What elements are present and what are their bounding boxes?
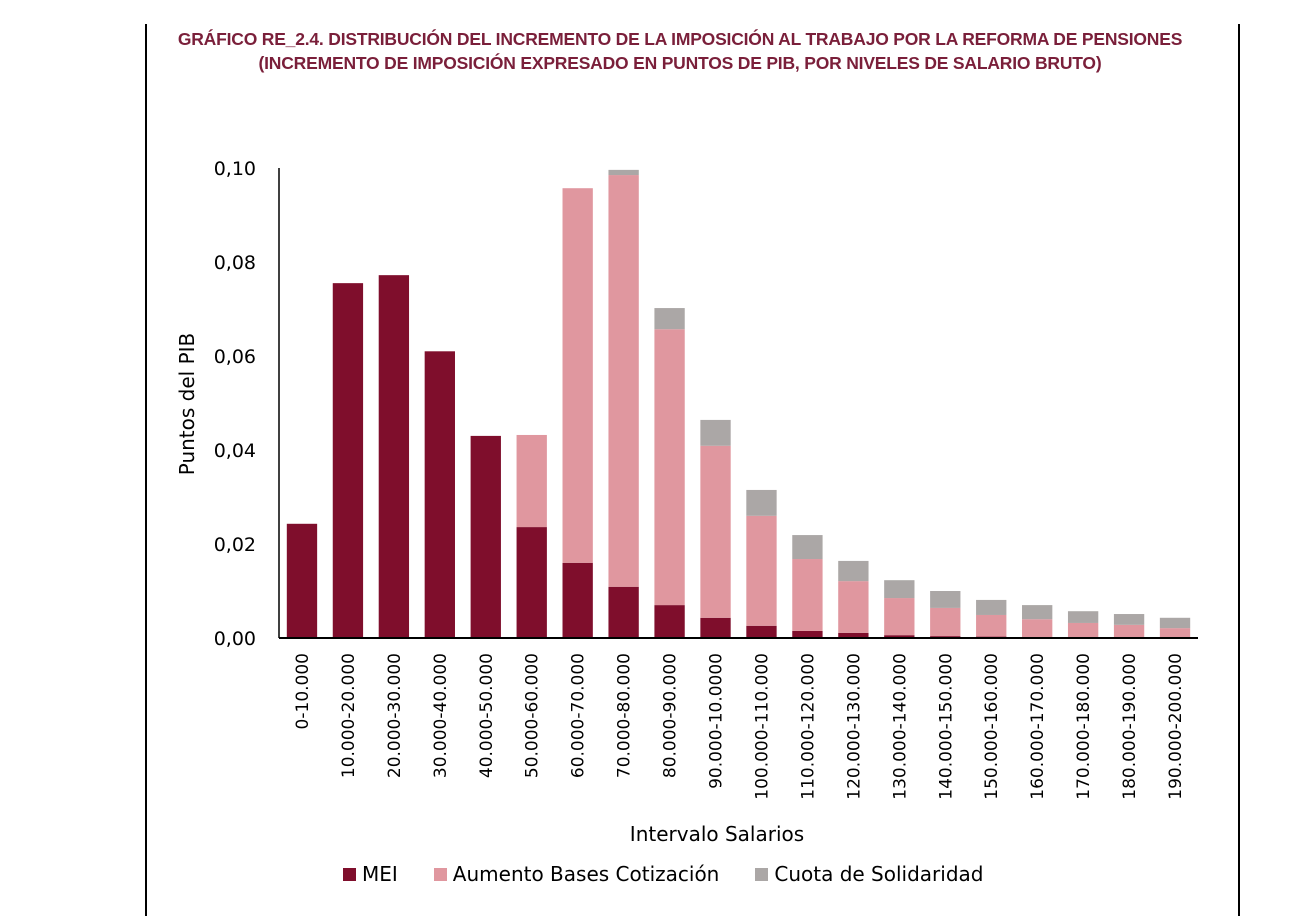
legend-item-aumento-bases: Aumento Bases Cotización xyxy=(433,862,720,886)
bar-cuota-de-solidaridad xyxy=(884,580,915,599)
bar-cuota-de-solidaridad xyxy=(1067,611,1099,623)
bar-mei xyxy=(516,527,547,638)
y-tick-label: 0,02 xyxy=(214,534,256,556)
page-left-border xyxy=(145,24,147,916)
x-category-label: 110.000-120.000 xyxy=(798,653,818,800)
bar-aumento-bases-cotizacion xyxy=(1022,619,1053,638)
x-category-label: 30.000-40.000 xyxy=(431,653,451,778)
legend-item-cuota-solidaridad: Cuota de Solidaridad xyxy=(755,862,983,886)
y-axis-ticks: 0,00 0,02 0,04 0,06 0,08 0,10 xyxy=(214,158,256,650)
bar-aumento-bases-cotizacion xyxy=(608,175,639,587)
bar-cuota-de-solidaridad xyxy=(608,169,639,176)
bar-mei xyxy=(378,275,410,638)
bar-aumento-bases-cotizacion xyxy=(562,188,593,563)
bar-cuota-de-solidaridad xyxy=(838,560,869,582)
legend-label-aumento-bases: Aumento Bases Cotización xyxy=(452,862,720,886)
x-category-label: 40.000-50.000 xyxy=(477,653,497,778)
legend-swatch-cuota-solidaridad xyxy=(755,867,769,881)
bar-aumento-bases-cotizacion xyxy=(1067,622,1099,638)
legend-label-cuota-solidaridad: Cuota de Solidaridad xyxy=(774,862,984,886)
bar-cuota-de-solidaridad xyxy=(930,591,961,608)
bar-mei xyxy=(470,435,501,638)
bar-mei xyxy=(562,562,593,638)
bar-cuota-de-solidaridad xyxy=(1159,617,1191,629)
page-right-border xyxy=(1238,24,1240,916)
bar-mei xyxy=(884,635,915,638)
bar-aumento-bases-cotizacion xyxy=(1159,628,1191,638)
x-category-label: 80.000-90.000 xyxy=(661,653,681,778)
x-category-label: 50.000-60.000 xyxy=(523,653,543,778)
y-tick-label: 0,04 xyxy=(214,440,256,462)
x-category-label: 60.000-70.000 xyxy=(569,653,589,778)
bar-cuota-de-solidaridad xyxy=(792,535,823,560)
x-category-label: 170.000-180.000 xyxy=(1074,653,1094,800)
x-category-label: 180.000-190.000 xyxy=(1120,653,1140,800)
x-category-label: 100.000-110.000 xyxy=(752,653,772,800)
bar-aumento-bases-cotizacion xyxy=(700,445,731,618)
bar-cuota-de-solidaridad xyxy=(1113,614,1145,625)
legend-label-mei: MEI xyxy=(362,862,398,886)
bar-cuota-de-solidaridad xyxy=(976,599,1007,615)
y-tick-label: 0,10 xyxy=(214,158,256,180)
x-category-label: 70.000-80.000 xyxy=(615,653,635,778)
bar-cuota-de-solidaridad xyxy=(654,308,685,330)
y-tick-label: 0,00 xyxy=(214,628,256,650)
legend-item-mei: MEI xyxy=(343,862,398,886)
bar-cuota-de-solidaridad xyxy=(700,419,731,446)
bar-mei xyxy=(286,523,318,638)
bar-aumento-bases-cotizacion xyxy=(838,581,869,633)
bar-mei xyxy=(424,351,455,638)
x-category-label: 10.000-20.000 xyxy=(339,653,359,778)
y-axis-title: Puntos del PIB xyxy=(175,333,199,476)
bar-aumento-bases-cotizacion xyxy=(516,434,547,528)
bar-aumento-bases-cotizacion xyxy=(884,598,915,636)
bar-mei xyxy=(700,617,731,638)
bar-mei xyxy=(332,283,364,638)
bar-cuota-de-solidaridad xyxy=(746,489,777,516)
x-category-label: 0-10.000 xyxy=(293,653,313,729)
x-axis-category-labels: 0-10.000 10.000-20.000 20.000-30.000 30.000… xyxy=(293,653,1186,800)
x-category-label: 20.000-30.000 xyxy=(385,653,405,778)
x-category-label: 120.000-130.000 xyxy=(844,653,864,800)
bar-aumento-bases-cotizacion xyxy=(976,614,1007,637)
chart-title: GRÁFICO RE_2.4. DISTRIBUCIÓN DEL INCREME… xyxy=(177,29,1183,73)
x-axis-title: Intervalo Salarios xyxy=(630,822,804,846)
legend: MEI Aumento Bases Cotización Cuota de So… xyxy=(343,862,1019,886)
y-tick-label: 0,08 xyxy=(214,252,256,274)
x-category-label: 140.000-150.000 xyxy=(936,653,956,800)
legend-swatch-mei xyxy=(343,867,356,881)
bar-aumento-bases-cotizacion xyxy=(1113,624,1145,638)
bars-group xyxy=(286,169,1191,639)
bar-mei xyxy=(654,605,685,638)
bar-mei xyxy=(838,632,869,638)
bar-aumento-bases-cotizacion xyxy=(930,607,961,637)
bar-mei xyxy=(746,625,777,638)
bar-mei xyxy=(608,586,639,638)
x-category-label: 190.000-200.000 xyxy=(1166,653,1186,800)
x-category-label: 160.000-170.000 xyxy=(1028,653,1048,800)
bar-aumento-bases-cotizacion xyxy=(746,515,777,626)
legend-swatch-aumento-bases xyxy=(433,867,447,881)
x-category-label: 90.000-10.0000 xyxy=(707,653,727,789)
bar-aumento-bases-cotizacion xyxy=(654,329,685,606)
bar-cuota-de-solidaridad xyxy=(1022,605,1053,620)
x-category-label: 130.000-140.000 xyxy=(890,653,910,800)
bar-mei xyxy=(792,630,823,638)
bar-aumento-bases-cotizacion xyxy=(792,559,823,631)
y-tick-label: 0,06 xyxy=(214,346,256,368)
x-category-label: 150.000-160.000 xyxy=(982,653,1002,800)
